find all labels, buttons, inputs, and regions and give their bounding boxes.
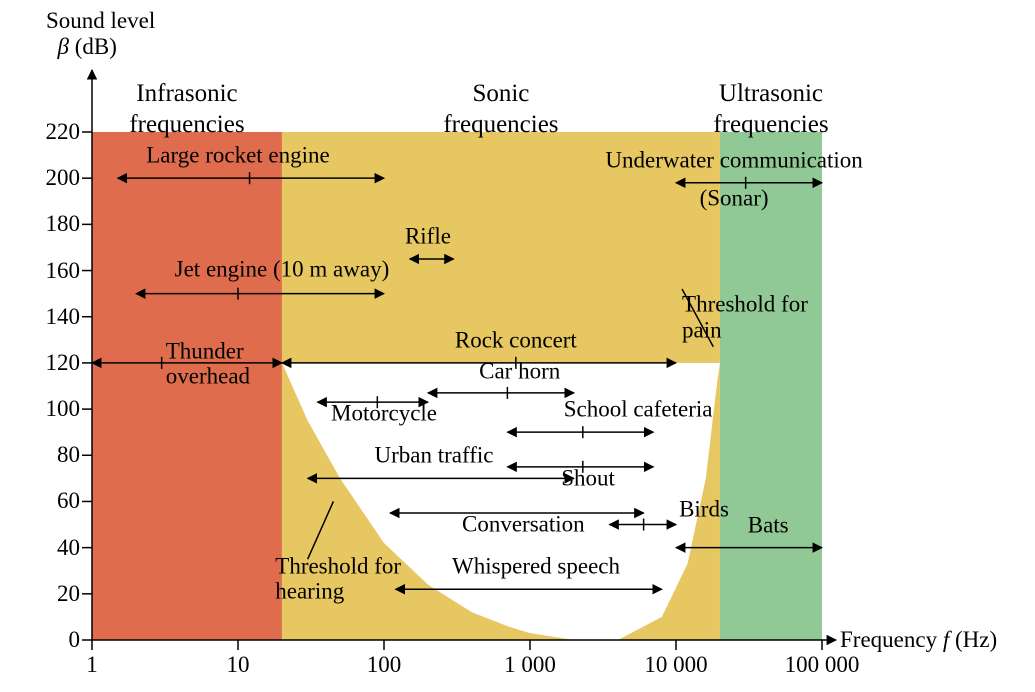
jet-engine-label: Jet engine (10 m away) (175, 256, 390, 281)
x-axis-symbol: f (943, 627, 949, 652)
whispered-speech-label: Whispered speech (452, 554, 620, 579)
rifle-label: Rifle (405, 224, 451, 249)
motorcycle-label: Motorcycle (331, 401, 437, 426)
threshold-pain-sublabel: pain (682, 318, 722, 343)
ytick-0: 0 (20, 627, 80, 653)
xtick-10: 10 (227, 652, 250, 678)
sound-frequency-chart: Sound level β (dB) Frequency f (Hz) 0 20 4… (0, 0, 1035, 692)
xtick-100: 100 (367, 652, 402, 678)
conversation-label: Conversation (462, 512, 585, 537)
y-axis-title-line1: Sound level (46, 8, 155, 33)
y-axis-symbol: β (58, 34, 69, 59)
band-label-infrasonic: Infrasonicfrequencies (129, 78, 244, 141)
ytick-100: 100 (20, 396, 80, 422)
xtick-100000: 100 000 (785, 652, 860, 678)
threshold-hearing-label: Threshold forhearing (275, 553, 401, 604)
ytick-60: 60 (20, 488, 80, 514)
y-axis-unit: (dB) (75, 34, 117, 59)
ytick-120: 120 (20, 350, 80, 376)
threshold-pain-label: Threshold for (682, 292, 808, 317)
school-cafeteria-label: School cafeteria (564, 397, 713, 422)
thunder-overhead-label: Thunderoverhead (166, 338, 250, 389)
x-axis-title-text: Frequency (840, 627, 937, 652)
ytick-220: 220 (20, 119, 80, 145)
xtick-10000: 10 000 (644, 652, 707, 678)
ytick-40: 40 (20, 535, 80, 561)
ytick-20: 20 (20, 581, 80, 607)
xtick-1000: 1 000 (504, 652, 556, 678)
xtick-1: 1 (86, 652, 98, 678)
ytick-180: 180 (20, 211, 80, 237)
underwater-communication-label: Underwater communication (605, 148, 862, 173)
ytick-140: 140 (20, 304, 80, 330)
urban-traffic-label: Urban traffic (374, 443, 493, 468)
bats-label: Bats (748, 512, 789, 537)
band-label-ultrasonic: Ultrasonicfrequencies (713, 78, 828, 141)
band-label-sonic: Sonicfrequencies (443, 78, 558, 141)
car-horn-label: Car horn (479, 359, 560, 384)
ytick-200: 200 (20, 165, 80, 191)
x-axis-title: Frequency f (Hz) (840, 627, 997, 653)
rock-concert-label: Rock concert (455, 328, 577, 353)
underwater-communication-sublabel: (Sonar) (700, 186, 769, 211)
y-axis-title: Sound level β (dB) (46, 8, 155, 60)
shout-label: Shout (561, 466, 615, 491)
birds-label: Birds (679, 496, 729, 521)
x-axis-unit: (Hz) (955, 627, 997, 652)
large-rocket-engine-label: Large rocket engine (146, 143, 329, 168)
ytick-160: 160 (20, 258, 80, 284)
ytick-80: 80 (20, 442, 80, 468)
